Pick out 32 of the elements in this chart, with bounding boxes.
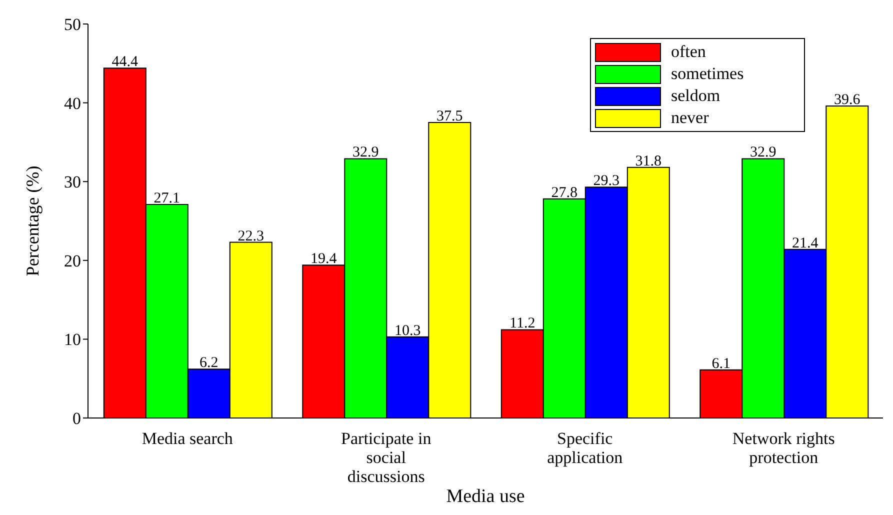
- y-tick-label: 0: [72, 409, 81, 428]
- data-label: 29.3: [593, 173, 620, 190]
- y-tick-label: 20: [64, 251, 81, 270]
- data-label: 27.8: [551, 184, 578, 201]
- data-label: 19.4: [310, 251, 338, 268]
- data-label: 11.2: [510, 316, 536, 332]
- data-label: 32.9: [750, 144, 776, 161]
- legend-label: seldom: [671, 86, 720, 106]
- y-tick-label: 30: [64, 172, 81, 192]
- legend-label: often: [671, 42, 706, 62]
- legend-label: sometimes: [671, 64, 744, 84]
- data-label: 6.1: [712, 356, 731, 372]
- data-label: 37.5: [436, 108, 463, 124]
- data-label: 6.2: [200, 355, 218, 372]
- data-label: 44.4: [112, 54, 139, 70]
- x-tick-label: Media search: [142, 429, 234, 448]
- y-tick-label: 40: [64, 94, 81, 113]
- x-tick-label: Specific application: [547, 429, 624, 467]
- data-label: 32.9: [352, 144, 379, 161]
- y-tick-label: 10: [64, 330, 81, 350]
- x-tick-label: Network rights protection: [732, 429, 835, 467]
- legend-label: never: [671, 108, 709, 128]
- data-label: 21.4: [792, 235, 819, 252]
- y-tick-label: 50: [64, 15, 81, 34]
- data-label: 27.1: [154, 190, 180, 206]
- x-tick-label: Participate in social discussions: [341, 429, 432, 486]
- data-label: 10.3: [394, 322, 421, 339]
- x-axis-title: Media use: [446, 486, 525, 507]
- data-label: 39.6: [834, 92, 861, 108]
- y-axis-title: Percentage (%): [22, 166, 42, 276]
- data-label: 22.3: [238, 228, 264, 244]
- data-label: 31.8: [635, 153, 662, 170]
